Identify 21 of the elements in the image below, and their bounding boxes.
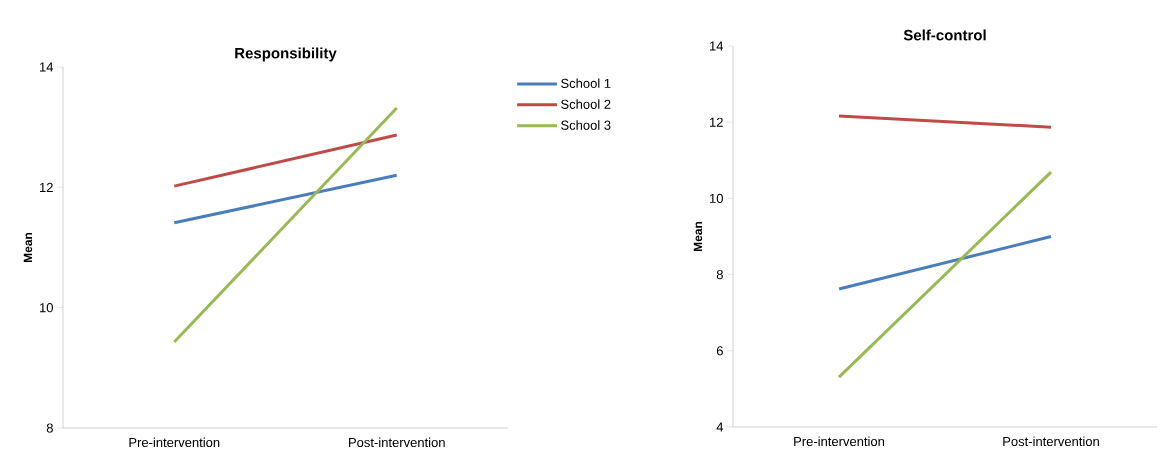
y-axis-title: Mean — [693, 221, 703, 252]
chart-title: Self-control — [903, 29, 986, 41]
y-tick-label: 6 — [716, 346, 723, 356]
y-tick-label: 8 — [716, 269, 723, 280]
y-tick-label: 4 — [716, 422, 724, 432]
legend-label: School 3 — [561, 120, 611, 130]
y-tick-label: 10 — [40, 303, 53, 313]
x-tick-label: Post-intervention — [349, 437, 445, 448]
y-tick-label: 8 — [46, 423, 53, 433]
chart-title: Responsibility — [235, 47, 337, 62]
legend-label: School 1 — [561, 78, 611, 88]
y-tick-label: 12 — [710, 117, 723, 127]
x-tick-label: Pre-intervention — [129, 437, 220, 448]
legend-label: School 2 — [561, 99, 611, 109]
y-tick-label: 14 — [40, 62, 54, 72]
x-tick-label: Pre-intervention — [794, 436, 885, 447]
y-axis-title: Mean — [23, 232, 33, 263]
y-tick-label: 12 — [40, 182, 53, 192]
y-tick-label: 14 — [710, 41, 724, 51]
x-tick-label: Post-intervention — [1003, 436, 1099, 447]
y-tick-label: 10 — [710, 193, 723, 203]
